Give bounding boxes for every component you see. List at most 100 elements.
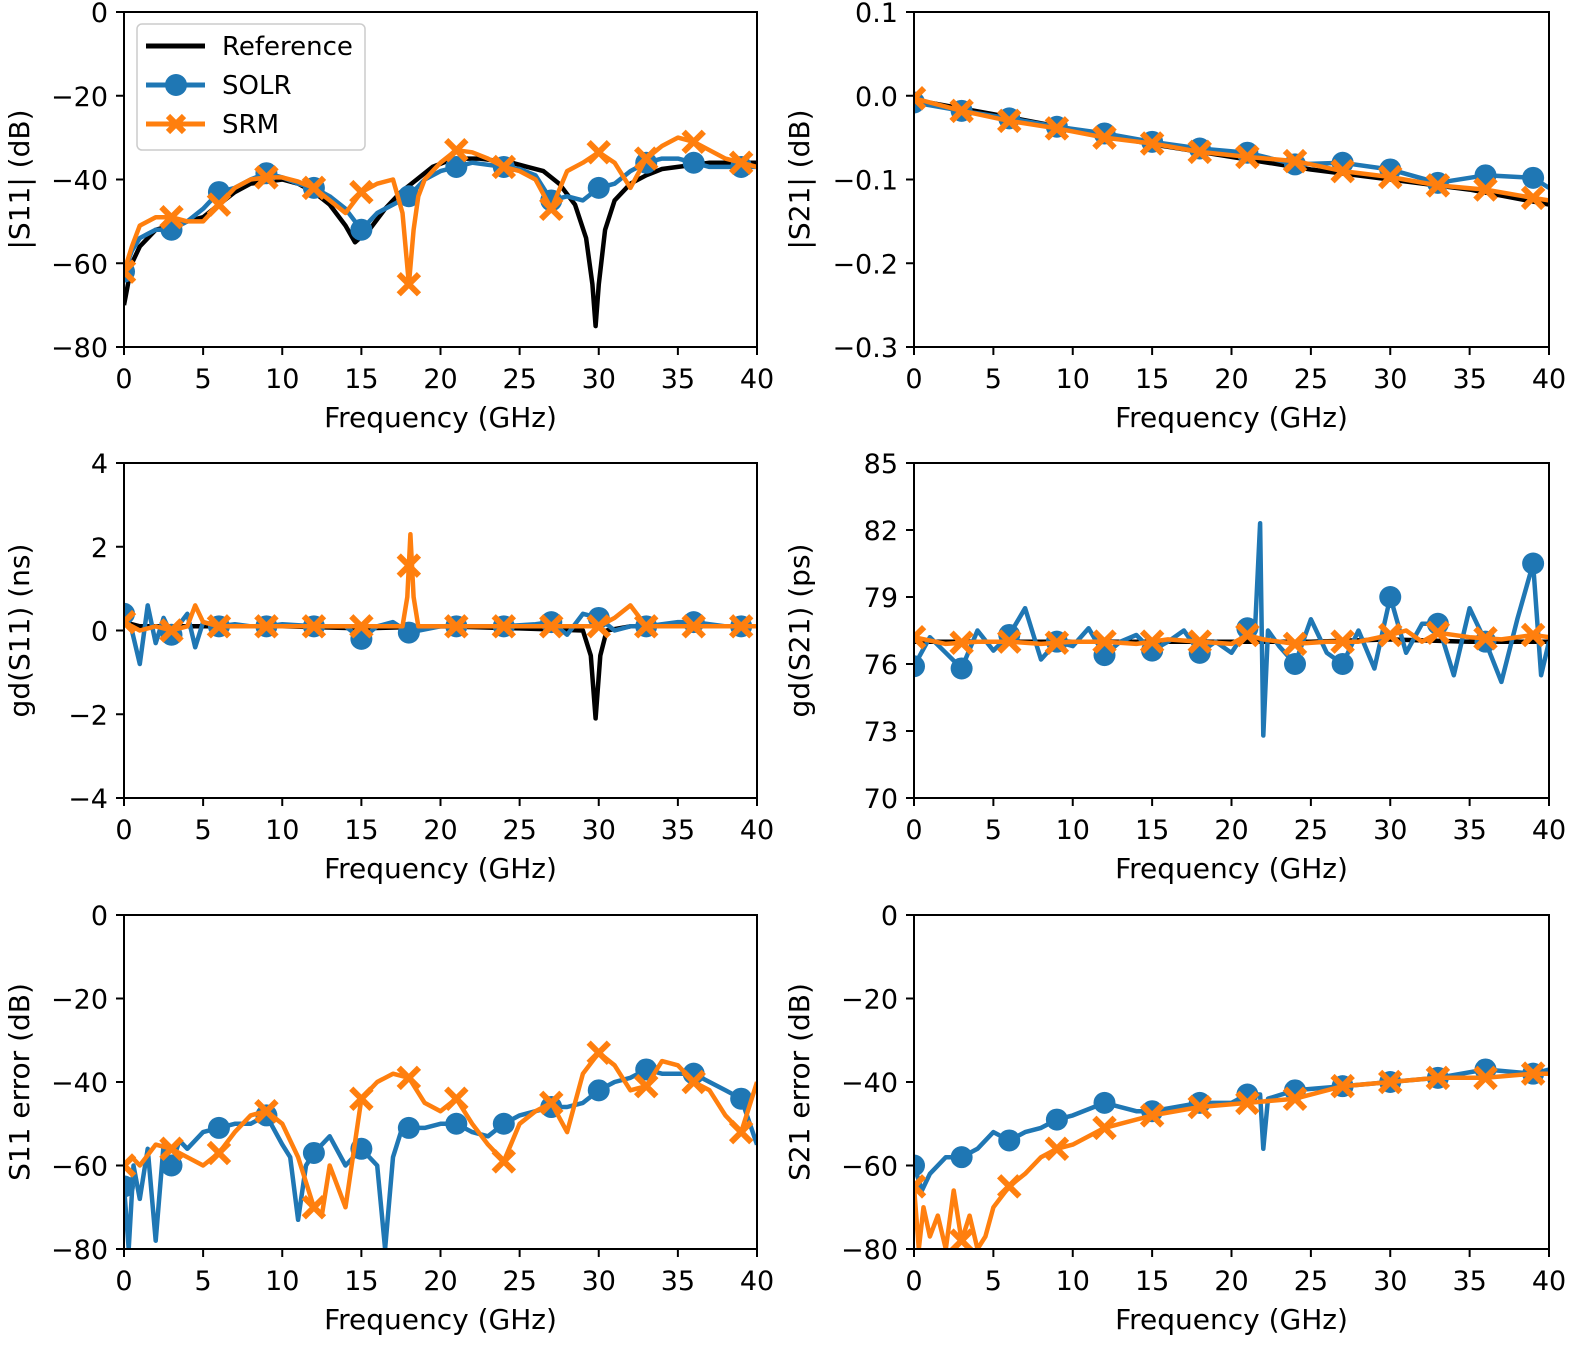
x-tick-label: 10 (1056, 1266, 1090, 1297)
marker-srm (1139, 629, 1165, 654)
marker-srm (728, 614, 754, 639)
x-tick-label: 5 (195, 1266, 212, 1297)
panel-2: 0 5 10 15 20 25 30 35 40 −0.3 −0.2 −0.1 0.0 0.1 Freque… (783, 0, 1566, 434)
marker-srm (491, 1149, 517, 1174)
y-tick-label: 0 (91, 901, 108, 932)
marker-srm (539, 196, 564, 222)
y-tick-label: −2 (68, 700, 108, 731)
y-tick-label: 4 (91, 449, 108, 480)
series-line-srm (914, 1071, 1549, 1249)
x-tick-label: 35 (1452, 815, 1486, 846)
marker-solr (730, 1087, 753, 1110)
x-tick-label: 25 (1294, 1266, 1328, 1297)
marker-solr (1522, 552, 1545, 575)
y-axis-label: |S21| (dB) (783, 110, 816, 250)
x-tick-label: 25 (502, 364, 536, 395)
marker-srm (396, 1065, 422, 1091)
marker-solr (1522, 166, 1545, 189)
marker-srm (681, 129, 706, 155)
x-tick-label: 0 (115, 815, 132, 846)
marker-srm (1425, 620, 1451, 645)
x-tick-label: 10 (1056, 364, 1090, 395)
marker-srm (206, 614, 232, 639)
legend-item-reference: Reference (146, 32, 353, 62)
marker-solr (350, 218, 373, 241)
x-tick-label: 20 (423, 815, 457, 846)
x-tick-label: 15 (1135, 815, 1169, 846)
x-tick-label: 30 (582, 364, 616, 395)
marker-srm (914, 624, 927, 650)
x-tick-label: 5 (985, 1266, 1002, 1297)
marker-srm (206, 192, 232, 217)
marker-srm (1187, 1094, 1212, 1120)
marker-solr (998, 1129, 1021, 1152)
x-tick-label: 20 (1214, 364, 1248, 395)
marker-solr (914, 655, 925, 678)
marker-srm (491, 154, 517, 180)
plot-area (124, 129, 757, 329)
x-tick-label: 0 (115, 364, 132, 395)
marker-srm (1473, 626, 1498, 651)
x-tick-label: 30 (1373, 1266, 1407, 1297)
marker-srm (301, 614, 327, 639)
marker-srm (1187, 629, 1212, 654)
x-tick-label: 5 (985, 815, 1002, 846)
y-tick-label: 76 (864, 650, 898, 681)
marker-solr (160, 1154, 183, 1177)
marker-srm (949, 1228, 974, 1249)
x-tick-label: 30 (582, 815, 616, 846)
legend-marker (165, 113, 187, 135)
marker-solr (587, 1079, 610, 1102)
panel-3: 0 5 10 15 20 25 30 35 40 −4 −2 0 2 4 Frequency (GHz) gd… (3, 449, 774, 885)
marker-srm (124, 1153, 137, 1178)
x-axis-label: Frequency (GHz) (324, 1303, 557, 1336)
marker-solr (207, 1116, 230, 1139)
x-tick-label: 35 (661, 1266, 695, 1297)
marker-srm (444, 614, 469, 639)
y-tick-label: −4 (68, 784, 108, 815)
marker-solr (914, 1154, 925, 1177)
panel-6: 0 5 10 15 20 25 30 35 40 −80 −60 −40 −20 0 Frequency (… (783, 901, 1566, 1336)
marker-srm (1092, 629, 1117, 654)
legend-label: SOLR (222, 71, 292, 101)
marker-srm (206, 1140, 232, 1166)
x-tick-label: 30 (1373, 815, 1407, 846)
plot-area (914, 521, 1549, 738)
y-axis-label: gd(S11) (ns) (3, 544, 36, 718)
marker-solr (950, 1146, 973, 1169)
marker-srm (1235, 144, 1260, 170)
x-tick-label: 0 (905, 364, 922, 395)
y-tick-label: −40 (51, 1068, 108, 1099)
marker-srm (728, 150, 754, 175)
x-axis-label: Frequency (GHz) (324, 401, 557, 434)
marker-srm (1044, 1136, 1070, 1162)
x-tick-label: 0 (905, 1266, 922, 1297)
marker-srm (159, 1136, 184, 1162)
y-tick-label: −0.1 (832, 166, 898, 197)
panel-5: 0 5 10 15 20 25 30 35 40 −80 −60 −40 −20 0 Frequency (… (3, 901, 774, 1336)
marker-solr (1093, 1091, 1116, 1114)
marker-solr (1236, 617, 1259, 640)
x-tick-label: 35 (661, 364, 695, 395)
marker-srm (1520, 1061, 1546, 1086)
x-tick-label: 10 (1056, 815, 1090, 846)
plot-area (124, 531, 757, 721)
marker-srm (1282, 631, 1308, 657)
marker-srm (1520, 622, 1546, 648)
marker-srm (444, 1086, 469, 1111)
plot-area (124, 1040, 757, 1249)
marker-solr (950, 657, 973, 680)
y-axis-label: gd(S21) (ps) (783, 544, 816, 718)
marker-srm (159, 204, 184, 230)
marker-srm (1330, 1073, 1355, 1099)
legend-marker (165, 74, 187, 96)
marker-srm (1044, 630, 1070, 656)
x-tick-label: 0 (115, 1266, 132, 1297)
marker-srm (1187, 139, 1212, 165)
marker-srm (254, 165, 279, 190)
marker-srm (997, 108, 1022, 134)
marker-srm (349, 614, 374, 639)
y-tick-label: 79 (864, 583, 898, 614)
x-tick-label: 40 (1532, 815, 1566, 846)
plot-frame (913, 914, 1550, 1250)
